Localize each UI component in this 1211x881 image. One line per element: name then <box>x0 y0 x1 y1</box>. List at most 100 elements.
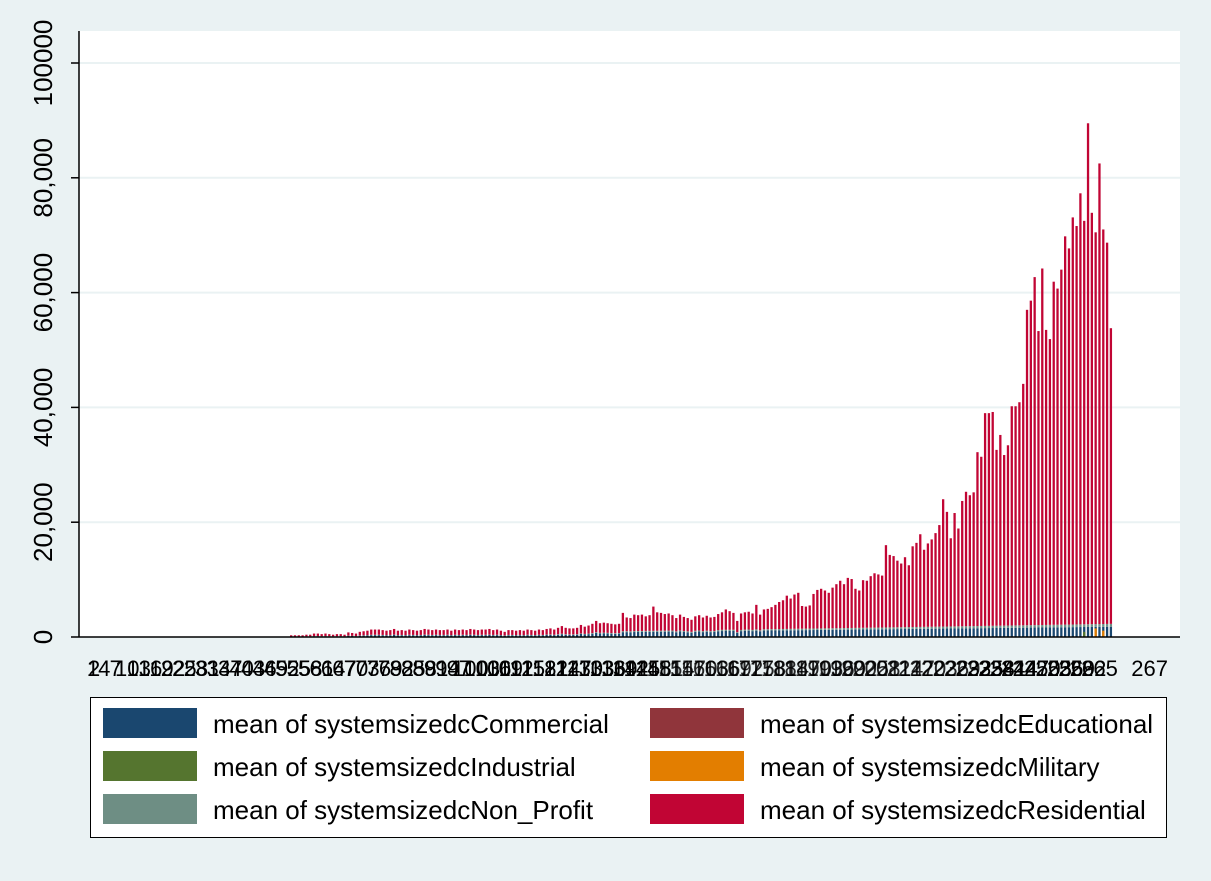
bar-segment <box>812 628 815 631</box>
bar-segment <box>1071 627 1074 637</box>
bar-segment <box>553 629 556 635</box>
bar-segment <box>911 546 914 628</box>
bar-segment <box>800 628 804 631</box>
bar-segment <box>625 631 628 633</box>
bar-segment <box>537 629 541 635</box>
bar-segment <box>900 629 903 637</box>
bar-segment <box>1090 626 1093 637</box>
bar-segment <box>831 628 834 630</box>
x-tick-label: 193 <box>807 656 844 681</box>
bar-segment <box>434 635 438 637</box>
bar-segment <box>922 628 926 637</box>
bar-segment <box>408 629 411 635</box>
bar-segment <box>926 628 930 637</box>
bar-segment <box>572 628 575 635</box>
bar-segment <box>942 626 945 629</box>
bar-segment <box>930 626 933 629</box>
bar-segment <box>640 631 644 637</box>
bar-segment <box>675 631 678 633</box>
bar-segment <box>347 632 350 636</box>
x-tick-label: 115 <box>510 656 545 681</box>
bar-segment <box>827 628 830 630</box>
bar-segment <box>850 579 853 628</box>
bar-segment <box>400 635 403 637</box>
bar-segment <box>747 629 750 631</box>
x-tick-label: 70 <box>344 656 368 681</box>
x-tick-label: 61 <box>309 656 333 681</box>
bar-segment <box>534 635 537 637</box>
bar-segment <box>945 628 949 637</box>
bar-segment <box>450 635 453 637</box>
bar-segment <box>762 630 766 637</box>
x-tick-label: 133 <box>578 656 615 681</box>
bar-segment <box>930 539 933 627</box>
x-tick-label: 247 <box>1012 656 1049 681</box>
bar-segment <box>888 554 891 628</box>
bar-segment <box>976 628 979 637</box>
x-tick-label: 121 <box>532 656 569 681</box>
bar-segment <box>389 630 392 635</box>
legend-swatch-military <box>650 751 744 781</box>
x-tick-label: 244 <box>1001 656 1038 681</box>
bar-segment <box>907 565 910 628</box>
bar-segment <box>446 629 449 635</box>
bar-segment <box>758 630 762 632</box>
bar-segment <box>881 627 884 630</box>
bar-segment <box>324 633 327 636</box>
x-tick-label: 106 <box>475 656 512 681</box>
bar-segment <box>556 634 560 637</box>
bar-segment <box>358 631 361 636</box>
bar-segment <box>1098 163 1101 625</box>
x-tick-label: 157 <box>669 656 706 681</box>
bar-segment <box>896 560 899 628</box>
bar-segment <box>766 630 769 637</box>
bar-segment <box>1025 625 1029 628</box>
x-tick-label: 214 <box>887 656 924 681</box>
bar-segment <box>656 631 659 637</box>
bar-segment <box>861 627 865 630</box>
x-tick-label: 241 <box>990 656 1027 681</box>
x-tick-label: 67 <box>332 656 356 681</box>
bar-segment <box>503 631 506 636</box>
bar-segment <box>656 630 659 632</box>
bar-segment <box>861 629 865 637</box>
bar-segment <box>800 630 804 637</box>
bar-segment <box>541 635 544 637</box>
bar-segment <box>652 606 655 631</box>
bar-segment <box>636 631 640 632</box>
legend-label-educational: mean of systemsizedcEducational <box>760 709 1154 739</box>
bar-segment <box>743 630 747 637</box>
bar-segment <box>339 634 342 637</box>
bar-segment <box>1041 627 1044 637</box>
bar-segment <box>518 630 522 635</box>
x-tick-label: 190 <box>795 656 832 681</box>
bar-segment <box>743 629 747 631</box>
bar-segment <box>881 629 884 637</box>
legend-swatch-industrial <box>103 751 197 781</box>
bar-segment <box>583 633 586 635</box>
bar-segment <box>530 630 533 635</box>
bar-segment <box>816 629 819 637</box>
bar-segment <box>980 625 983 629</box>
bar-segment <box>701 617 705 632</box>
bar-segment <box>606 632 609 634</box>
bar-segment <box>404 635 407 637</box>
bar-segment <box>1056 288 1059 625</box>
bar-segment <box>774 629 777 631</box>
bar-segment <box>495 629 499 635</box>
bar-segment <box>434 629 438 635</box>
x-tick-label: 166 <box>704 656 741 681</box>
bar-segment <box>385 630 388 636</box>
x-tick-label: 7 <box>110 656 122 681</box>
y-tick-label: 0 <box>28 630 58 644</box>
bar-segment <box>884 627 888 630</box>
bar-segment <box>717 631 720 637</box>
x-tick-label: 250 <box>1024 656 1061 681</box>
bar-segment <box>842 584 846 629</box>
bar-segment <box>747 611 750 630</box>
bar-segment <box>758 614 762 631</box>
x-tick-label: 205 <box>852 656 889 681</box>
x-tick-label: 25 <box>172 656 196 681</box>
x-tick-label: 229 <box>944 656 981 681</box>
bar-segment <box>568 628 571 635</box>
